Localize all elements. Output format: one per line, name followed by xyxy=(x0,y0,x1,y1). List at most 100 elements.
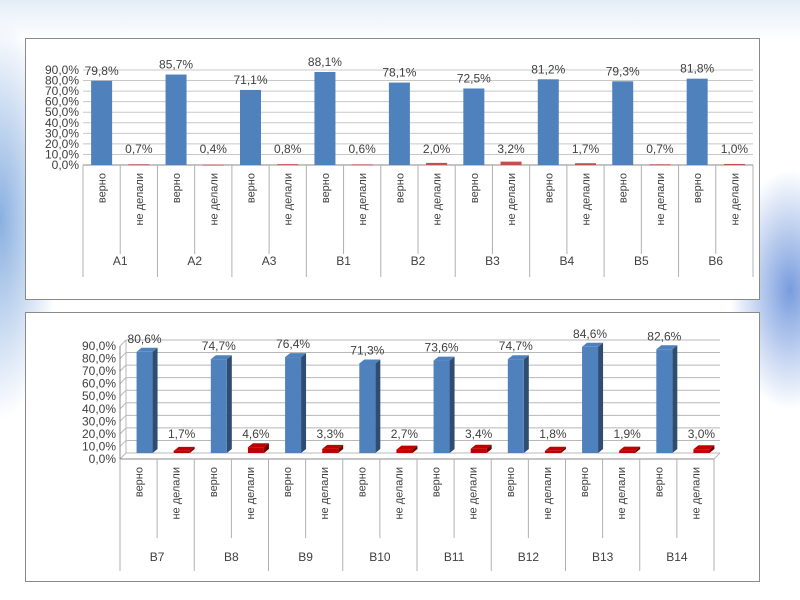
data-label: 1,7% xyxy=(168,427,196,441)
bar-top xyxy=(210,355,232,360)
subcategory-label: не делали xyxy=(245,467,257,520)
bar-correct xyxy=(582,346,599,453)
bar-chart-top: 0,0%10,0%20,0%30,0%40,0%50,0%60,0%70,0%8… xyxy=(45,55,754,277)
bar-correct xyxy=(507,359,524,453)
bar-correct xyxy=(537,79,559,165)
data-label: 1,8% xyxy=(539,427,567,441)
bar-side xyxy=(226,355,232,453)
subcategory-label: не делали xyxy=(393,467,405,520)
y-tick-label: 50,0% xyxy=(82,389,116,403)
gridline xyxy=(119,377,720,385)
bar-not-done xyxy=(544,450,561,453)
subcategory-label: не делали xyxy=(357,173,369,226)
y-tick-label: 40,0% xyxy=(82,402,116,416)
data-label: 2,7% xyxy=(391,427,419,441)
data-label: 78,1% xyxy=(382,66,416,80)
y-tick-label: 50,0% xyxy=(45,105,79,119)
bar-top xyxy=(470,444,492,449)
bar-correct xyxy=(136,351,153,453)
bar-not-done xyxy=(202,164,224,166)
subcategory-label: не делали xyxy=(655,173,667,226)
bar-correct xyxy=(686,78,708,165)
y-tick-label: 30,0% xyxy=(82,414,116,428)
bar-side xyxy=(338,444,344,453)
subcategory-label: не делали xyxy=(468,467,480,520)
bar-not-done xyxy=(575,163,596,165)
category-label: B5 xyxy=(634,254,649,268)
category-label: B3 xyxy=(485,254,500,268)
bar-top xyxy=(173,446,195,451)
subcategory-label: верно xyxy=(579,467,591,497)
bar-not-done xyxy=(426,162,448,165)
bar-not-done xyxy=(649,164,671,166)
y-tick-label: 10,0% xyxy=(45,147,79,161)
bar-top xyxy=(136,347,158,352)
category-label: B2 xyxy=(411,254,426,268)
category-label: B6 xyxy=(708,254,723,268)
gridline xyxy=(119,439,720,447)
category-label: B14 xyxy=(666,550,688,564)
bar-side xyxy=(486,444,492,453)
subcategory-label: не делали xyxy=(690,467,702,520)
data-label: 81,8% xyxy=(680,62,714,76)
y-tick-label: 80,0% xyxy=(82,352,116,366)
data-label: 2,0% xyxy=(423,142,451,156)
data-label: 3,3% xyxy=(317,427,345,441)
data-label: 0,6% xyxy=(348,142,376,156)
subcategory-label: не делали xyxy=(616,467,628,520)
subcategory-label: не делали xyxy=(283,173,295,226)
gridline xyxy=(119,452,720,460)
subcategory-label: верно xyxy=(134,467,146,497)
data-label: 82,6% xyxy=(647,329,681,343)
bar-top xyxy=(507,355,529,360)
chart-panel-bottom: 0,0% 10,0% 20,0% 30,0% 40,0% 50,0% 60,0% 70,0% 8… xyxy=(25,312,760,582)
bar-side xyxy=(375,359,381,453)
bar-not-done xyxy=(173,450,190,453)
data-label: 81,2% xyxy=(531,62,565,76)
y-tick-label: 70,0% xyxy=(45,84,79,98)
data-label: 84,6% xyxy=(573,327,607,341)
subcategory-label: верно xyxy=(282,467,294,497)
y-tick-label: 0,0% xyxy=(52,158,80,172)
bar-correct xyxy=(463,88,485,165)
subcategory-label: верно xyxy=(653,467,665,497)
gridline xyxy=(119,414,720,422)
gridline xyxy=(119,389,720,397)
data-label: 85,7% xyxy=(159,58,193,72)
bar-top xyxy=(433,356,455,361)
category-label: B7 xyxy=(150,550,165,564)
data-label: 80,6% xyxy=(128,332,162,346)
subcategory-label: не делали xyxy=(506,173,518,226)
subcategory-label: не делали xyxy=(134,173,146,226)
bar-correct xyxy=(285,357,302,453)
y-tick-label: 90,0% xyxy=(82,339,116,353)
bar-correct xyxy=(612,81,634,165)
subcategory-label: верно xyxy=(394,173,406,203)
gridline xyxy=(119,352,720,359)
gridline xyxy=(119,402,720,410)
subcategory-label: верно xyxy=(246,173,258,203)
data-label: 1,7% xyxy=(572,142,600,156)
subcategory-label: не делали xyxy=(729,173,741,226)
bar-not-done xyxy=(277,164,299,166)
subcategory-label: верно xyxy=(320,173,332,203)
bar-not-done xyxy=(619,450,636,453)
data-label: 3,4% xyxy=(465,427,493,441)
data-label: 71,1% xyxy=(233,73,267,87)
subcategory-label: верно xyxy=(431,467,443,497)
bar-top xyxy=(693,445,715,450)
subcategory-label: верно xyxy=(97,173,109,203)
bar-top xyxy=(544,446,566,451)
category-label: B8 xyxy=(224,550,239,564)
bar-top xyxy=(619,446,641,451)
category-label: B1 xyxy=(336,254,351,268)
subcategory-label: верно xyxy=(618,173,630,203)
bar-not-done xyxy=(723,163,745,165)
category-label: B11 xyxy=(444,550,465,564)
data-label: 74,7% xyxy=(499,339,533,353)
y-tick-label: 90,0% xyxy=(45,63,79,77)
data-label: 74,7% xyxy=(202,339,236,353)
category-label: A1 xyxy=(113,254,128,268)
bar-side xyxy=(412,445,418,453)
y-tick-label: 10,0% xyxy=(82,439,116,453)
